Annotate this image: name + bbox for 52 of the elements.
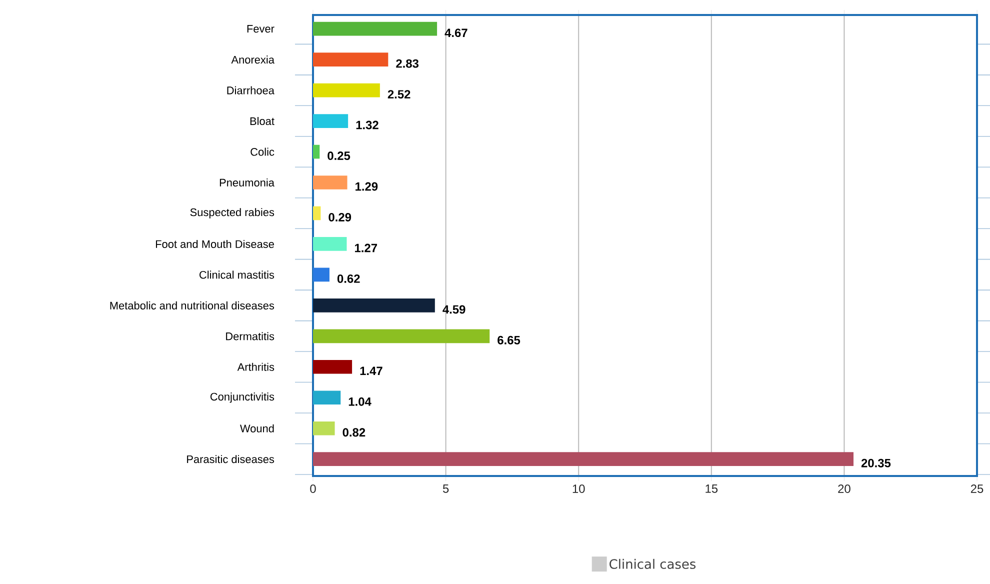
- y-tick-label: Diarrhoea: [227, 86, 274, 94]
- data-label: 2.83: [396, 59, 419, 68]
- y-tick-label: Fever: [247, 25, 274, 33]
- y-tick-label: Anorexia: [231, 56, 274, 64]
- x-tick-label: 0: [310, 484, 316, 493]
- y-tick-label: Conjunctivitis: [210, 392, 274, 403]
- data-label: 2.52: [388, 90, 410, 99]
- x-tick-label: 20: [838, 484, 850, 493]
- bar: [313, 176, 348, 190]
- data-label: 0.25: [328, 152, 350, 160]
- data-label: 0.82: [342, 428, 366, 437]
- y-tick-label: Clinical mastitis: [200, 270, 274, 279]
- bar: [313, 114, 348, 128]
- data-label: 4.59: [442, 305, 466, 314]
- x-tick-label: 10: [572, 484, 585, 493]
- y-tick-label: Dermatitis: [226, 332, 274, 340]
- bar: [313, 298, 435, 312]
- bar: [313, 144, 320, 159]
- bar: [313, 206, 321, 220]
- y-tick-label: Foot and Mouth Disease: [156, 240, 274, 248]
- bar: [313, 421, 335, 436]
- y-tick-label: Pneumonia: [220, 178, 274, 187]
- bar: [313, 329, 490, 344]
- bar: [313, 22, 438, 36]
- bar: [313, 237, 347, 251]
- bar: [313, 390, 341, 405]
- data-label: 1.47: [360, 366, 382, 376]
- data-label: 6.65: [498, 336, 520, 344]
- y-tick-label: Metabolic and nutritional diseases: [110, 301, 274, 310]
- y-tick-label: Arthritis: [237, 362, 274, 371]
- data-label: 4.67: [444, 28, 468, 38]
- text: Clinical cases: [610, 558, 696, 569]
- data-label: 1.27: [355, 244, 377, 252]
- y-tick-label: Bloat: [250, 117, 274, 126]
- data-label: 20.35: [861, 458, 891, 468]
- bar: [313, 52, 388, 66]
- y-tick-label: Wound: [240, 424, 274, 432]
- data-label: 1.32: [356, 120, 378, 130]
- y-tick-label: Colic: [250, 148, 274, 156]
- x-tick-label: 25: [970, 484, 984, 493]
- data-label: 1.04: [348, 397, 372, 406]
- bar: [313, 83, 380, 98]
- data-label: 0.62: [337, 274, 360, 283]
- x-tick-label: 15: [706, 484, 718, 493]
- data-label: 1.29: [356, 182, 378, 191]
- bar: [313, 360, 352, 374]
- y-tick-label: Suspected rabies: [190, 208, 274, 218]
- y-tick-label: Parasitic diseases: [187, 455, 274, 464]
- bar: [313, 452, 854, 466]
- bar: [313, 268, 330, 282]
- x-tick-label: 5: [442, 484, 449, 493]
- data-label: 0.29: [328, 213, 352, 222]
